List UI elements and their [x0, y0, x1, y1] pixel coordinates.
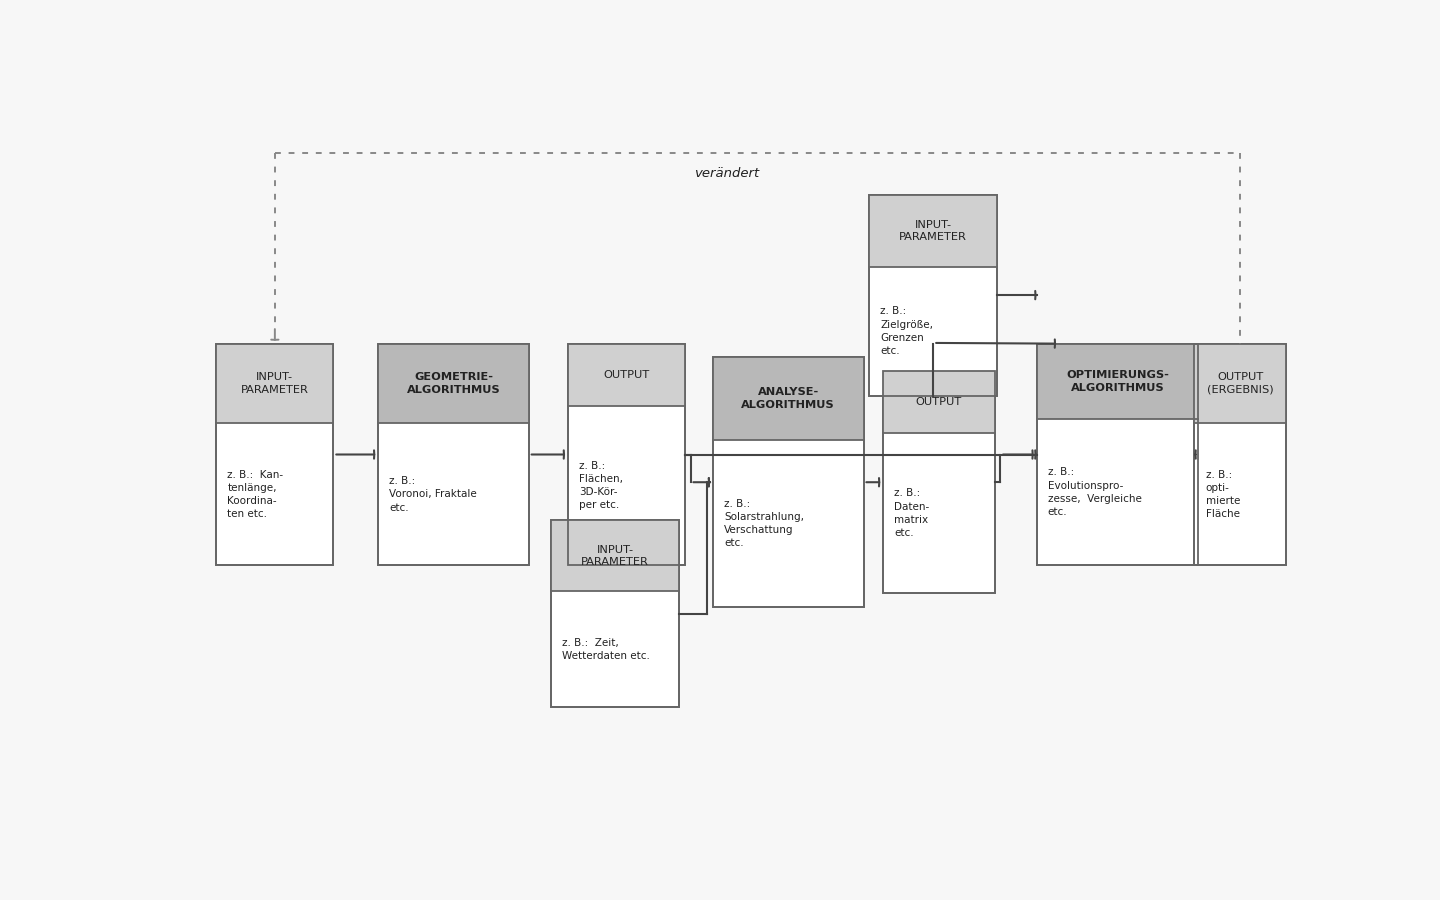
Text: verändert: verändert: [694, 167, 759, 180]
Bar: [1194, 344, 1286, 424]
Text: z. B.:
Flächen,
3D-Kör-
per etc.: z. B.: Flächen, 3D-Kör- per etc.: [579, 461, 624, 510]
Bar: [567, 344, 685, 565]
Bar: [883, 372, 995, 593]
Bar: [883, 372, 995, 593]
Text: z. B.:
Voronoi, Fraktale
etc.: z. B.: Voronoi, Fraktale etc.: [389, 476, 477, 513]
Text: z. B.:
Solarstrahlung,
Verschattung
etc.: z. B.: Solarstrahlung, Verschattung etc.: [724, 499, 804, 548]
Bar: [552, 520, 680, 707]
Bar: [1037, 344, 1198, 565]
Bar: [870, 194, 998, 396]
Bar: [1194, 344, 1286, 565]
Bar: [713, 357, 864, 607]
Text: GEOMETRIE-
ALGORITHMUS: GEOMETRIE- ALGORITHMUS: [406, 373, 500, 395]
Text: OUTPUT: OUTPUT: [916, 398, 962, 408]
Text: z. B.:
opti-
mierte
Fläche: z. B.: opti- mierte Fläche: [1205, 470, 1240, 519]
Bar: [216, 344, 334, 424]
Text: OUTPUT
(ERGEBNIS): OUTPUT (ERGEBNIS): [1207, 373, 1273, 395]
Bar: [1037, 344, 1198, 565]
Bar: [552, 520, 680, 591]
Bar: [216, 344, 334, 565]
Bar: [552, 520, 680, 707]
Bar: [567, 344, 685, 406]
Bar: [1037, 344, 1198, 419]
Bar: [870, 194, 998, 267]
Bar: [1194, 344, 1286, 565]
Text: OPTIMIERUNGS-
ALGORITHMUS: OPTIMIERUNGS- ALGORITHMUS: [1066, 370, 1169, 392]
Text: INPUT-
PARAMETER: INPUT- PARAMETER: [900, 220, 968, 242]
Text: OUTPUT: OUTPUT: [603, 370, 649, 380]
Bar: [883, 372, 995, 434]
Bar: [567, 344, 685, 565]
Bar: [713, 357, 864, 607]
Text: z. B.:
Zielgröße,
Grenzen
etc.: z. B.: Zielgröße, Grenzen etc.: [880, 307, 933, 356]
Text: z. B.:
Daten-
matrix
etc.: z. B.: Daten- matrix etc.: [894, 489, 929, 538]
Text: z. B.:  Kan-
tenlänge,
Koordina-
ten etc.: z. B.: Kan- tenlänge, Koordina- ten etc.: [228, 470, 284, 519]
Bar: [379, 344, 528, 565]
Text: INPUT-
PARAMETER: INPUT- PARAMETER: [582, 544, 649, 567]
Text: z. B.:  Zeit,
Wetterdaten etc.: z. B.: Zeit, Wetterdaten etc.: [562, 638, 649, 661]
Bar: [379, 344, 528, 565]
Text: z. B.:
Evolutionspro-
zesse,  Vergleiche
etc.: z. B.: Evolutionspro- zesse, Vergleiche …: [1048, 467, 1142, 517]
Bar: [713, 357, 864, 440]
Bar: [216, 344, 334, 565]
Text: ANALYSE-
ALGORITHMUS: ANALYSE- ALGORITHMUS: [742, 387, 835, 410]
Bar: [870, 194, 998, 396]
Bar: [379, 344, 528, 424]
Text: INPUT-
PARAMETER: INPUT- PARAMETER: [240, 373, 308, 395]
